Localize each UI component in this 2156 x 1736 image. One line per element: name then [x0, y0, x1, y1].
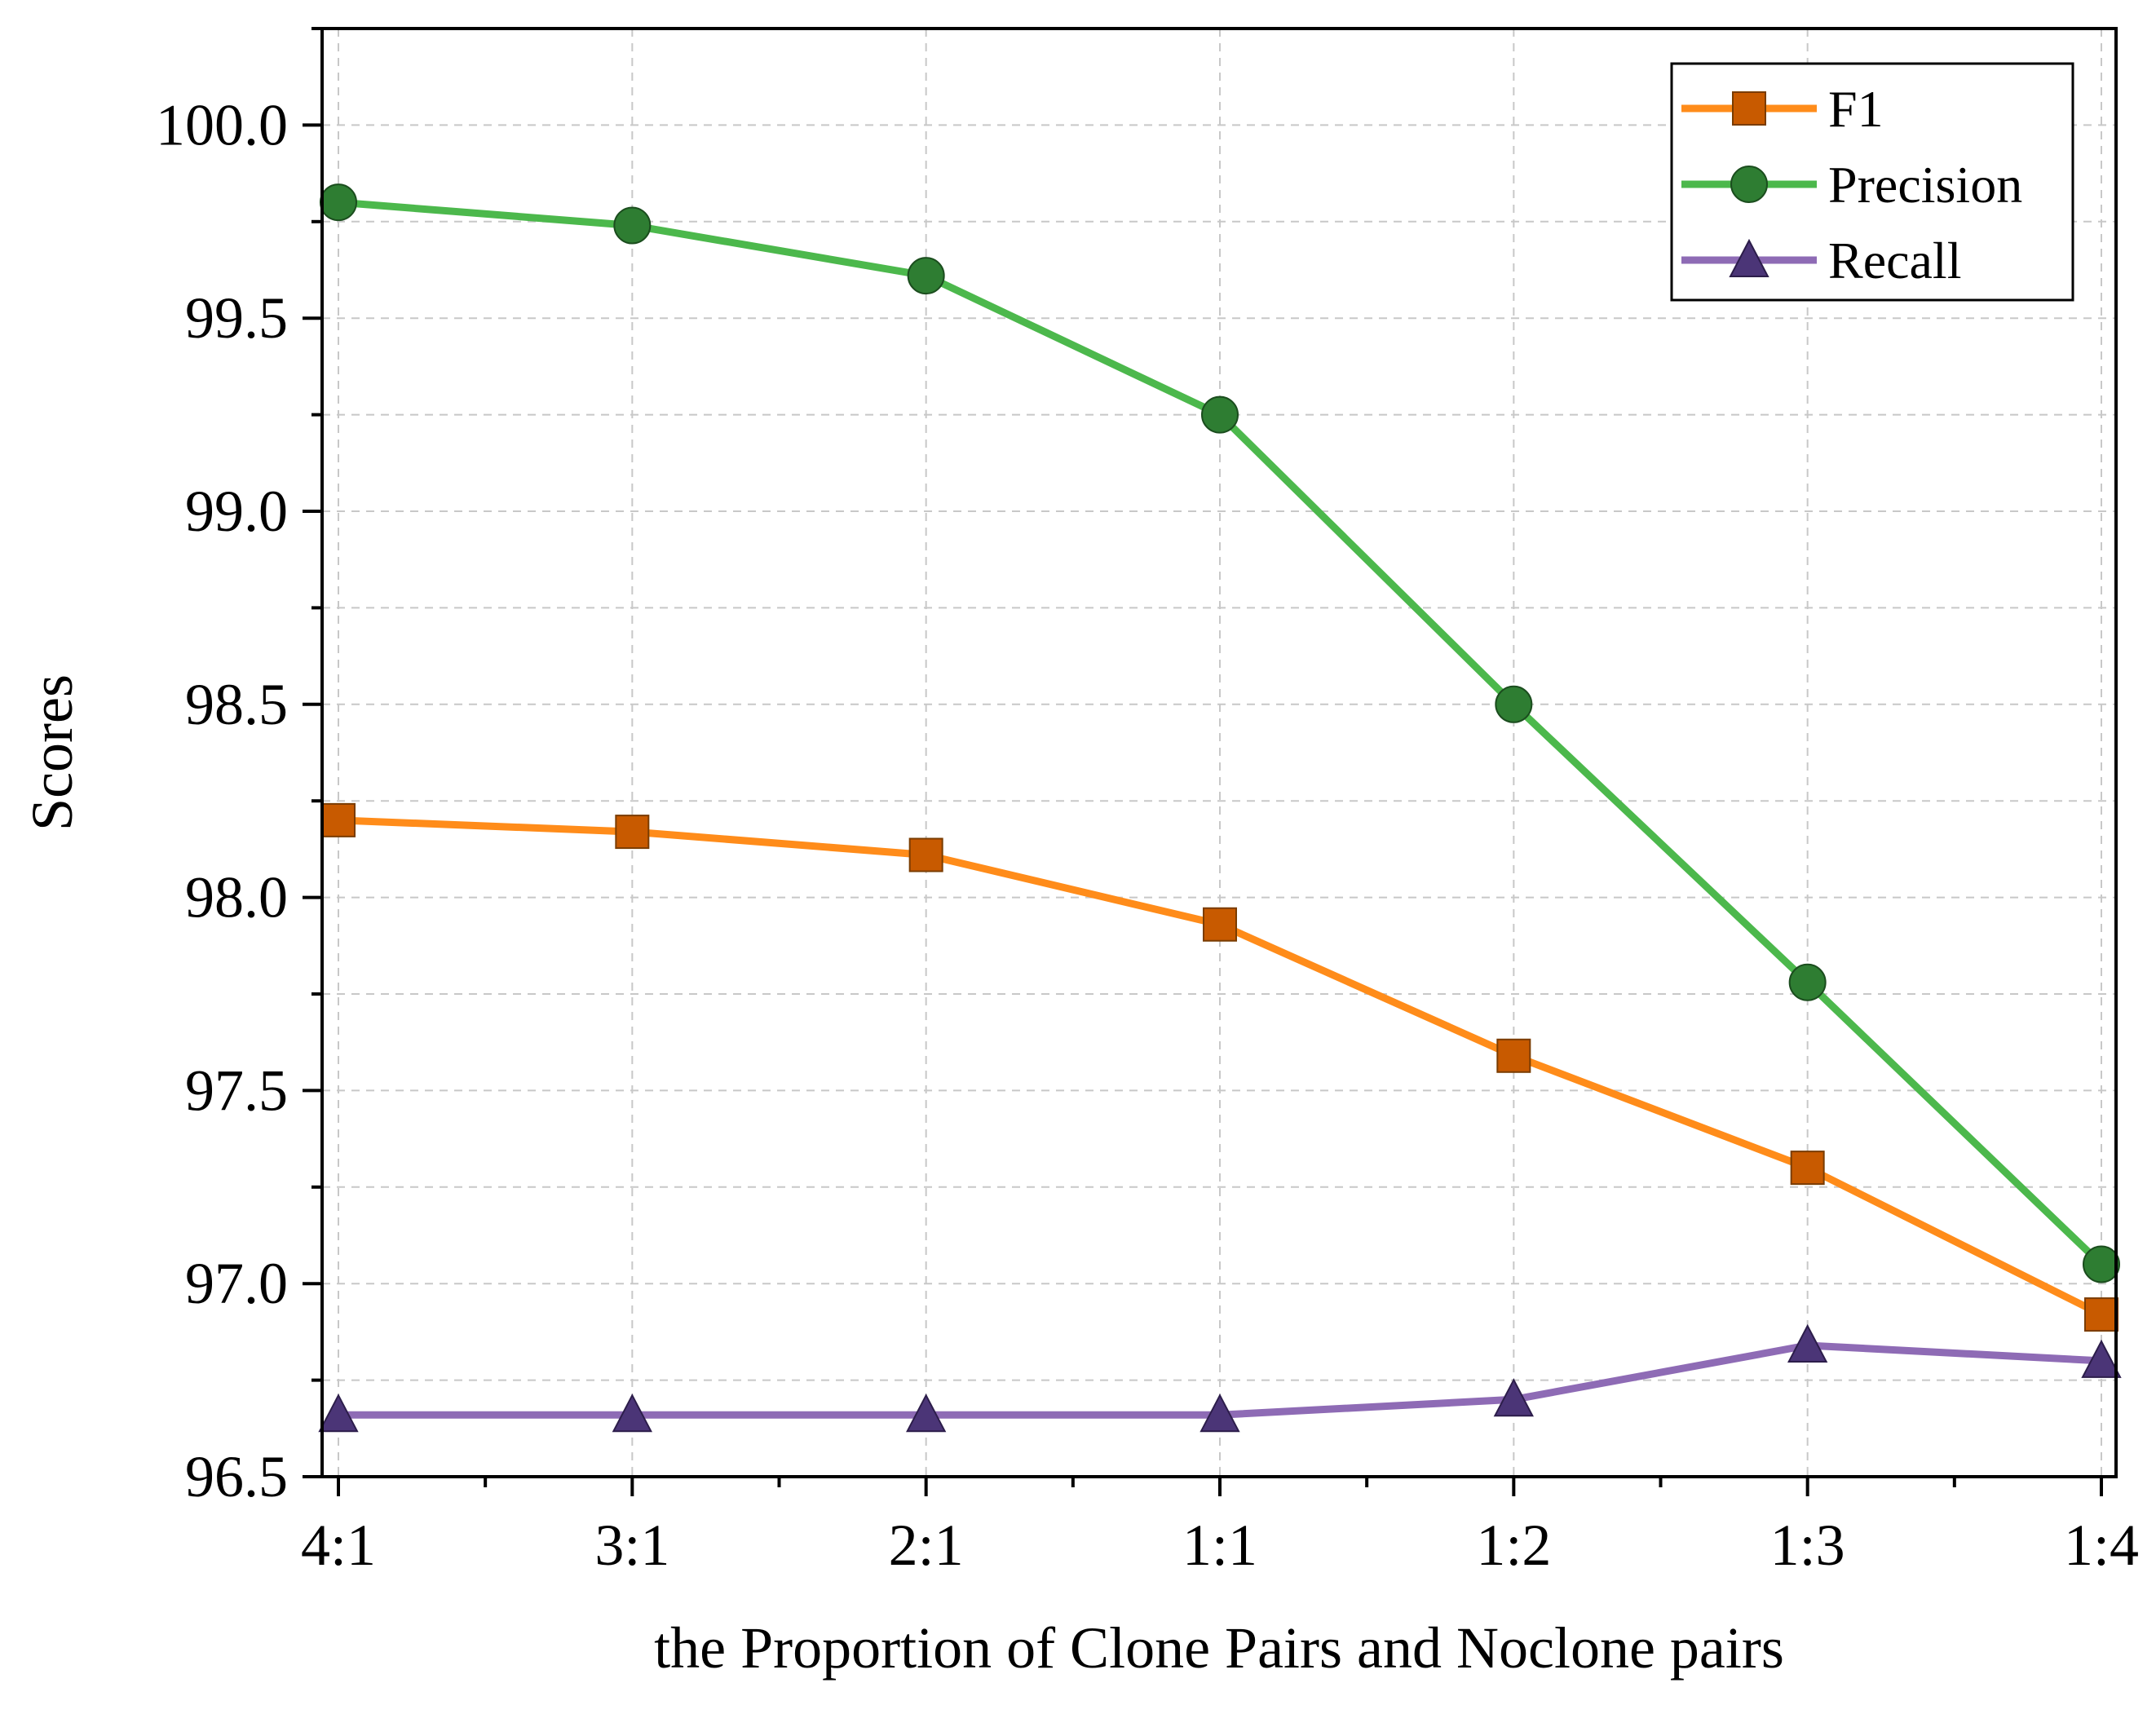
recall-marker	[318, 1394, 359, 1433]
f1-marker	[615, 815, 650, 850]
precision-marker	[2083, 1245, 2120, 1283]
x-tick-label: 2:1	[889, 1513, 964, 1578]
y-tick-label: 99.5	[185, 285, 288, 351]
recall-marker	[1787, 1323, 1828, 1363]
legend-label-f1: F1	[1828, 80, 1884, 138]
recall-marker	[1493, 1378, 1534, 1417]
x-tick-label: 4:1	[301, 1513, 376, 1578]
y-tick-label: 97.0	[185, 1251, 288, 1316]
series-layer	[318, 183, 2122, 1433]
precision-marker	[613, 206, 652, 245]
f1-marker	[1790, 1151, 1825, 1186]
legend-label-precision: Precision	[1828, 156, 2022, 214]
f1-marker	[321, 802, 356, 837]
precision-marker	[1788, 963, 1827, 1001]
y-tick-label: 97.5	[185, 1058, 288, 1123]
f1-marker	[908, 837, 943, 872]
x-tick-label: 1:3	[1770, 1513, 1845, 1578]
precision-marker	[907, 257, 945, 295]
y-axis-title: Scores	[20, 674, 85, 831]
recall-marker	[1729, 238, 1769, 277]
recall-marker	[1199, 1394, 1240, 1433]
recall-series	[318, 1323, 2122, 1433]
f1-marker	[1203, 907, 1237, 942]
x-axis-title: the Proportion of Clone Pairs and Noclon…	[654, 1615, 1784, 1681]
precision-series	[320, 183, 2120, 1283]
precision-marker	[320, 183, 357, 222]
y-tick-label: 98.5	[185, 672, 288, 737]
recall-marker	[2081, 1339, 2122, 1378]
f1-series	[321, 802, 2118, 1332]
precision-marker	[1201, 395, 1239, 434]
legend: F1 Precision Recall	[1670, 62, 2074, 302]
f1-marker	[1496, 1038, 1531, 1073]
recall-marker	[612, 1394, 652, 1433]
f1-line	[338, 816, 2104, 1319]
legend-label-recall: Recall	[1828, 232, 1961, 289]
f1-marker	[1732, 91, 1766, 126]
y-tick-label: 100.0	[156, 92, 288, 157]
y-tick-label: 99.0	[185, 479, 288, 544]
axes: 4:1 3:1 2:1 1:1 1:2 1:3 1:4 96.5 97.0 97.5 98.0 98.…	[156, 27, 2139, 1578]
recall-marker	[906, 1394, 947, 1433]
x-tick-label: 1:1	[1182, 1513, 1257, 1578]
x-tick-label: 1:4	[2064, 1513, 2139, 1578]
x-tick-label: 1:2	[1476, 1513, 1551, 1578]
precision-marker	[1730, 166, 1768, 203]
y-tick-label: 98.0	[185, 865, 288, 930]
precision-marker	[1495, 685, 1533, 723]
y-tick-label: 96.5	[185, 1444, 288, 1509]
x-tick-label: 3:1	[594, 1513, 669, 1578]
f1-marker	[2084, 1297, 2118, 1332]
